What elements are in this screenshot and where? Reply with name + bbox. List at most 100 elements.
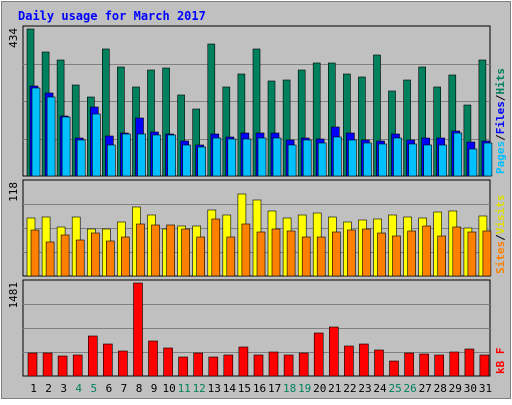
bar-kb-f-day-4 [72,354,83,377]
bar-kb-f-day-11 [178,356,188,377]
chart-panels: 434Pages/Files/Hits118Sites/Visits1481kB… [7,25,507,377]
chart-title: Daily usage for March 2017 [18,9,206,23]
bar-sites-day-23 [362,228,371,277]
legend-separator: / [494,94,507,101]
x-tick-label-day-27: 27 [419,382,432,395]
bar-sites-day-19 [301,236,311,277]
x-axis-tick-labels: 1 2 3 4 5 6 7 8 9 10 11 12 13 14 15 16 17 18 19 20 21 22 23 24 2… [30,382,492,395]
bar-kb-f-day-14 [223,354,234,377]
bar-pages-day-1 [31,87,41,177]
x-tick-label-day-19: 19 [298,382,311,395]
bar-sites-day-31 [482,230,492,277]
bar-kb-f-day-10 [163,347,173,377]
bar-sites-day-11 [181,228,190,277]
bar-kb-f-day-25 [389,360,399,377]
legend-pages: Pages [494,141,507,174]
bar-pages-day-18 [287,144,297,177]
x-tick-label-day-20: 20 [313,382,326,395]
bar-sites-day-30 [467,231,477,277]
x-tick-label-day-24: 24 [373,382,387,395]
bar-kb-f-day-17 [268,351,279,377]
bar-pages-day-21 [332,136,342,177]
legend-visits: Visits [494,195,507,235]
bar-sites-day-9 [151,224,160,277]
x-tick-label-day-15: 15 [238,382,251,395]
x-tick-label-day-1: 1 [30,382,37,395]
bar-pages-day-25 [393,137,402,177]
bar-pages-day-16 [257,137,267,177]
bar-sites-day-13 [211,218,221,277]
bar-sites-day-20 [316,236,326,277]
legend-hits: Hits [494,68,507,95]
bar-kb-f-day-21 [328,326,339,377]
bar-kb-f-day-5 [88,335,98,377]
bar-pages-day-9 [152,134,161,177]
x-tick-label-day-9: 9 [151,382,158,395]
bar-pages-day-14 [227,138,237,177]
bar-sites-day-7 [121,236,130,277]
bar-sites-day-27 [422,225,432,277]
bar-pages-day-22 [348,139,357,177]
bar-sites-day-1 [30,229,40,277]
x-tick-label-day-30: 30 [464,382,477,395]
x-tick-label-day-14: 14 [223,382,237,395]
bar-pages-day-23 [363,142,372,177]
panel-bottom: 1481 kB F [7,279,507,377]
panel-top-max-label: 434 [7,28,20,48]
bar-kb-f-day-31 [479,354,490,377]
x-tick-label-day-4: 4 [75,382,82,395]
bar-sites-day-24 [377,232,386,277]
x-tick-label-day-21: 21 [328,382,341,395]
bar-sites-day-28 [437,235,447,277]
bar-sites-day-26 [407,230,416,277]
bar-pages-day-27 [423,144,433,177]
bar-pages-day-17 [272,137,282,177]
bar-kb-f-day-1 [27,352,38,377]
bar-pages-day-4 [76,139,86,177]
bar-sites-day-29 [452,226,462,277]
bar-kb-f-day-22 [344,345,354,377]
bar-sites-day-12 [196,236,205,277]
bar-pages-day-8 [137,133,146,177]
legend-separator: / [494,234,507,241]
bar-pages-day-20 [317,142,327,177]
legend-sites: Sites [494,241,507,274]
bar-kb-f-day-2 [42,352,53,377]
panel-bottom-max-label: 1481 [7,282,20,309]
bar-sites-day-25 [392,235,401,277]
x-tick-label-day-29: 29 [449,382,462,395]
bar-kb-f-day-29 [449,351,460,377]
bar-sites-day-8 [136,223,145,277]
x-tick-label-day-31: 31 [479,382,492,395]
x-tick-label-day-10: 10 [162,382,175,395]
legend-separator: / [494,134,507,141]
bar-sites-day-15 [241,223,251,277]
panel-mid: 118 Sites/Visits [7,179,507,277]
x-tick-label-day-5: 5 [90,382,97,395]
bar-pages-day-12 [197,146,206,177]
bar-kb-f-day-6 [103,343,113,377]
bar-sites-day-16 [256,231,266,277]
x-tick-label-day-13: 13 [208,382,221,395]
bar-pages-day-30 [468,148,478,177]
x-tick-label-day-3: 3 [60,382,67,395]
bar-sites-day-14 [226,236,236,277]
bar-pages-day-15 [242,138,252,177]
x-tick-label-day-25: 25 [388,382,401,395]
x-tick-label-day-28: 28 [434,382,447,395]
panel-bottom-legend: kB F [494,348,507,375]
legend-files: Files [494,101,507,134]
bar-sites-day-2 [45,241,55,277]
x-tick-label-day-2: 2 [45,382,52,395]
bar-kb-f-day-16 [253,354,264,377]
bar-pages-day-7 [122,133,131,177]
bar-pages-day-3 [61,116,71,177]
bar-kb-f-day-20 [313,332,324,377]
bar-sites-day-3 [60,234,70,277]
x-tick-label-day-6: 6 [106,382,113,395]
bar-kb-f-day-30 [464,348,475,377]
bar-kb-f-day-28 [434,354,445,377]
bar-sites-day-17 [271,228,281,277]
x-tick-label-day-16: 16 [253,382,266,395]
